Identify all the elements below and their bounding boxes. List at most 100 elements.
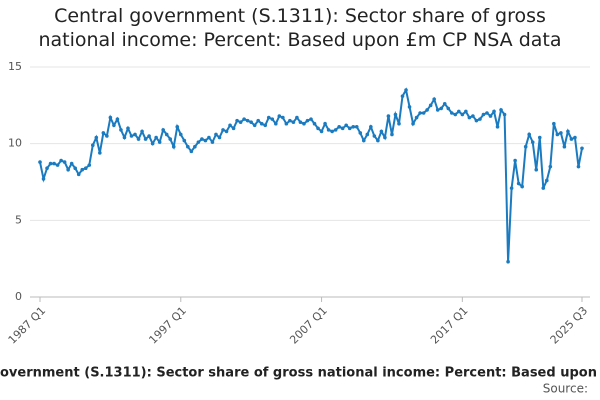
point bbox=[193, 144, 197, 149]
point bbox=[414, 115, 419, 120]
point bbox=[228, 123, 232, 128]
point bbox=[351, 125, 356, 129]
point bbox=[428, 103, 433, 108]
point bbox=[214, 132, 218, 137]
point bbox=[481, 112, 486, 117]
point bbox=[365, 132, 370, 137]
point bbox=[270, 117, 275, 121]
point bbox=[319, 129, 324, 134]
point bbox=[386, 114, 391, 118]
point bbox=[259, 121, 264, 126]
point bbox=[305, 118, 310, 123]
point bbox=[453, 112, 458, 117]
point bbox=[495, 125, 500, 129]
point bbox=[569, 137, 574, 141]
point bbox=[221, 128, 225, 132]
point bbox=[150, 141, 155, 146]
point bbox=[369, 125, 373, 129]
point bbox=[182, 138, 187, 143]
point bbox=[516, 181, 521, 186]
point bbox=[559, 131, 563, 135]
point bbox=[126, 126, 130, 131]
point bbox=[464, 109, 468, 114]
point bbox=[245, 118, 250, 123]
chart-title: Central government (S.1311): Sector shar… bbox=[38, 5, 562, 51]
point bbox=[312, 121, 317, 126]
x-tick-label: 1997 Q1 bbox=[146, 304, 189, 347]
point bbox=[189, 149, 194, 154]
point bbox=[238, 120, 243, 124]
point bbox=[326, 128, 331, 132]
point bbox=[143, 137, 148, 141]
point bbox=[449, 111, 454, 115]
point bbox=[217, 135, 222, 140]
point bbox=[421, 111, 426, 115]
point bbox=[119, 128, 123, 132]
point bbox=[372, 134, 377, 138]
point bbox=[411, 121, 415, 126]
point bbox=[446, 106, 451, 111]
point bbox=[509, 186, 514, 190]
point bbox=[400, 94, 405, 98]
point bbox=[203, 138, 208, 143]
point bbox=[235, 118, 239, 123]
point bbox=[471, 114, 475, 118]
caption: overnment (S.1311): Sector share of gros… bbox=[0, 366, 600, 381]
point bbox=[548, 164, 553, 169]
point bbox=[256, 118, 261, 123]
point bbox=[171, 144, 176, 149]
point bbox=[390, 132, 394, 137]
point bbox=[76, 172, 81, 177]
point bbox=[485, 111, 489, 115]
point bbox=[439, 106, 444, 111]
point bbox=[358, 131, 363, 135]
point bbox=[224, 129, 229, 134]
point bbox=[309, 117, 313, 121]
point bbox=[147, 134, 151, 138]
point bbox=[562, 144, 567, 149]
point bbox=[66, 167, 70, 172]
point bbox=[112, 123, 116, 128]
point bbox=[302, 121, 306, 126]
point bbox=[361, 138, 366, 143]
point bbox=[274, 121, 278, 126]
point bbox=[502, 112, 507, 117]
point bbox=[69, 161, 74, 166]
y-tick-label: 5 bbox=[15, 213, 22, 226]
point bbox=[277, 114, 282, 118]
point bbox=[94, 135, 99, 140]
point bbox=[506, 259, 510, 264]
point bbox=[442, 102, 447, 106]
point bbox=[492, 109, 496, 114]
point bbox=[499, 108, 503, 112]
point bbox=[541, 186, 546, 190]
point bbox=[316, 126, 320, 131]
point bbox=[284, 121, 289, 126]
point bbox=[397, 121, 401, 126]
point bbox=[337, 125, 341, 129]
point bbox=[291, 120, 296, 124]
point bbox=[231, 126, 236, 131]
point bbox=[55, 163, 60, 167]
point bbox=[175, 125, 180, 129]
point bbox=[168, 137, 173, 141]
x-tick-label: 2017 Q1 bbox=[428, 304, 471, 347]
x-tick-label: 1987 Q1 bbox=[6, 304, 49, 347]
point bbox=[154, 135, 158, 140]
point bbox=[323, 121, 327, 126]
y-tick-label: 10 bbox=[8, 137, 22, 150]
point bbox=[263, 123, 268, 128]
point bbox=[210, 140, 215, 144]
point bbox=[467, 115, 472, 120]
point bbox=[161, 128, 165, 132]
point bbox=[379, 129, 384, 134]
point bbox=[252, 123, 257, 128]
x-tick-label: 2007 Q1 bbox=[287, 304, 330, 347]
point bbox=[59, 158, 63, 163]
point bbox=[242, 117, 246, 121]
point bbox=[354, 125, 359, 129]
point bbox=[266, 115, 271, 120]
point bbox=[527, 132, 532, 137]
point bbox=[288, 118, 292, 123]
